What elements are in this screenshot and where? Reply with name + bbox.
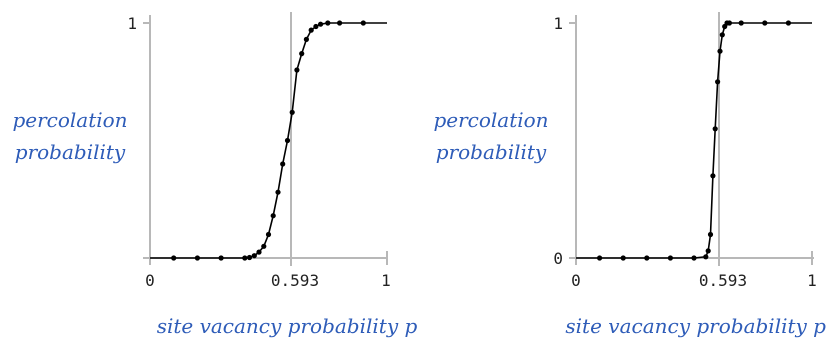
y-axis-label-line-1: percolation: [433, 108, 548, 132]
data-point-2: [644, 255, 650, 261]
data-point-4: [246, 254, 253, 261]
data-point-8: [710, 173, 716, 179]
x-tick-label-0: 0: [571, 271, 581, 290]
data-point-1: [620, 255, 626, 261]
data-point-21: [337, 20, 343, 26]
data-point-4: [691, 255, 697, 261]
data-point-15: [726, 20, 733, 26]
data-point-15: [299, 51, 305, 57]
data-point-17: [308, 27, 314, 33]
data-point-14: [294, 67, 300, 73]
data-point-20: [325, 20, 331, 26]
x-tick-label-1: 1: [807, 271, 817, 290]
y-tick-label-1: 1: [553, 14, 563, 33]
y-tick-label-0: 0: [553, 249, 563, 268]
data-point-6: [256, 249, 262, 255]
data-point-12: [284, 137, 291, 144]
plot-area-right: [576, 20, 812, 261]
plot-area-left: [150, 20, 387, 261]
x-tick-label-1: 1: [381, 271, 391, 290]
data-point-11: [717, 48, 723, 54]
data-point-10: [275, 189, 281, 195]
data-point-16: [303, 36, 309, 43]
data-point-8: [265, 231, 272, 238]
data-point-6: [705, 248, 711, 254]
data-point-3: [242, 255, 248, 261]
data-point-7: [707, 231, 714, 238]
data-point-10: [715, 79, 721, 85]
data-point-18: [313, 23, 319, 30]
data-point-22: [360, 20, 366, 26]
x-tick-label-0: 0: [145, 271, 155, 290]
data-point-2: [218, 255, 224, 261]
data-point-5: [251, 253, 257, 259]
data-point-0: [171, 255, 177, 261]
chart-left: percolation probability 1 0 0.593 1 site…: [12, 12, 417, 338]
data-point-0: [597, 255, 603, 261]
y-axis-label-line-2: probability: [15, 140, 126, 164]
data-point-9: [712, 126, 718, 132]
data-point-11: [280, 161, 286, 167]
y-axis-label-line-1: percolation: [12, 108, 127, 132]
data-point-18: [785, 20, 792, 26]
y-tick-label-1: 1: [127, 14, 137, 33]
x-axis-label: site vacancy probability p: [157, 314, 418, 338]
data-point-3: [667, 255, 674, 261]
chart-right: percolation probability 1 0 0 0.593 1 si…: [433, 12, 826, 338]
x-tick-label-threshold: 0.593: [699, 271, 747, 290]
data-point-7: [261, 243, 267, 249]
data-point-16: [738, 20, 744, 26]
x-axis-label: site vacancy probability p: [565, 314, 826, 338]
data-point-12: [719, 32, 725, 38]
data-point-19: [318, 21, 324, 27]
series-line: [150, 22, 387, 259]
data-point-17: [762, 20, 768, 26]
data-point-13: [289, 109, 295, 115]
x-tick-label-threshold: 0.593: [271, 271, 319, 290]
series-line: [576, 22, 812, 259]
data-point-5: [703, 254, 709, 260]
y-axis-label-line-2: probability: [436, 140, 547, 164]
data-point-9: [270, 213, 276, 219]
data-point-1: [194, 255, 200, 261]
